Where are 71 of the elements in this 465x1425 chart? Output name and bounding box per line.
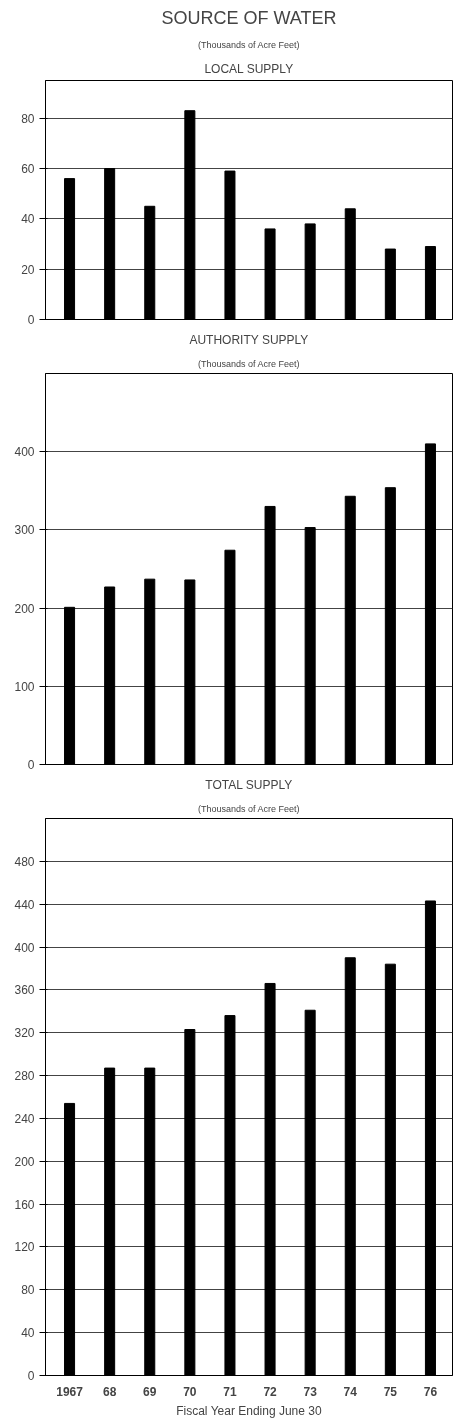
bar bbox=[344, 957, 356, 1376]
y-tick-label: 120 bbox=[14, 1240, 35, 1255]
y-tick-label: 440 bbox=[14, 897, 35, 912]
y-tick-label: 40 bbox=[21, 212, 35, 227]
bar bbox=[224, 1015, 236, 1376]
bar bbox=[304, 527, 316, 765]
y-tick-label: 320 bbox=[14, 1026, 35, 1041]
bar bbox=[264, 982, 276, 1376]
chart-title: AUTHORITY SUPPLY bbox=[189, 332, 309, 347]
x-tick-label: 71 bbox=[223, 1384, 237, 1399]
y-tick-label: 200 bbox=[14, 601, 35, 616]
x-tick-label: 76 bbox=[423, 1384, 438, 1399]
text: (Thousands of Acre Feet) bbox=[197, 39, 300, 50]
y-tick-label: 0 bbox=[27, 1369, 35, 1383]
x-tick-label: 1967 bbox=[56, 1384, 84, 1399]
y-tick-label: 360 bbox=[14, 983, 35, 998]
x-tick-label: 74 bbox=[343, 1384, 358, 1399]
y-tick-label: 480 bbox=[14, 854, 35, 869]
y-tick-label: 40 bbox=[21, 1326, 35, 1341]
bar bbox=[224, 170, 236, 320]
x-tick-label: 69 bbox=[143, 1384, 157, 1399]
x-tick-label: 70 bbox=[183, 1384, 197, 1399]
chart-subtitle: LOCAL SUPPLY bbox=[204, 61, 294, 76]
bar bbox=[104, 168, 116, 320]
y-tick-label: 240 bbox=[14, 1111, 35, 1126]
y-tick-label: 100 bbox=[14, 679, 35, 694]
x-axis-title: Fiscal Year Ending June 30 bbox=[176, 1403, 322, 1418]
bar bbox=[64, 1102, 76, 1376]
y-tick-label: 0 bbox=[27, 313, 35, 327]
bar bbox=[144, 1067, 156, 1376]
bar bbox=[224, 549, 236, 765]
bar bbox=[304, 1009, 316, 1376]
y-tick-label: 80 bbox=[21, 111, 35, 126]
y-tick-label: 400 bbox=[14, 940, 35, 955]
chart-subtitle: (Thousands of Acre Feet) bbox=[197, 803, 300, 814]
chart-subtitle: (Thousands of Acre Feet) bbox=[197, 358, 300, 369]
bar bbox=[344, 495, 356, 765]
bar bbox=[424, 443, 436, 765]
bar bbox=[424, 900, 436, 1376]
y-tick-label: 200 bbox=[14, 1154, 35, 1169]
y-tick-label: 300 bbox=[14, 523, 35, 538]
chart-title: SOURCE OF WATER bbox=[161, 7, 337, 28]
bar bbox=[104, 1067, 116, 1376]
bar bbox=[64, 606, 76, 765]
y-tick-label: 60 bbox=[21, 162, 35, 177]
y-tick-label: 0 bbox=[27, 758, 35, 772]
bar bbox=[344, 208, 356, 320]
y-tick-label: 400 bbox=[14, 445, 35, 460]
bar bbox=[264, 505, 276, 765]
bar bbox=[184, 1029, 196, 1376]
bar bbox=[304, 223, 316, 320]
y-tick-label: 160 bbox=[14, 1197, 35, 1212]
bar bbox=[384, 963, 396, 1376]
x-tick-label: 68 bbox=[102, 1384, 117, 1399]
bar bbox=[424, 246, 436, 320]
bar bbox=[184, 579, 196, 765]
y-tick-label: 80 bbox=[21, 1283, 35, 1298]
x-tick-label: 72 bbox=[263, 1384, 278, 1399]
x-tick-label: 73 bbox=[303, 1384, 318, 1399]
bar bbox=[144, 578, 156, 765]
bar bbox=[64, 178, 76, 320]
bar bbox=[384, 487, 396, 765]
chart-title: TOTAL SUPPLY bbox=[205, 777, 293, 792]
bar bbox=[384, 248, 396, 320]
bar bbox=[104, 586, 116, 765]
x-tick-label: 75 bbox=[383, 1384, 398, 1399]
bar bbox=[184, 110, 196, 320]
y-tick-label: 20 bbox=[21, 262, 35, 277]
y-tick-label: 280 bbox=[14, 1069, 35, 1084]
bar bbox=[144, 205, 156, 320]
bar bbox=[264, 228, 276, 320]
